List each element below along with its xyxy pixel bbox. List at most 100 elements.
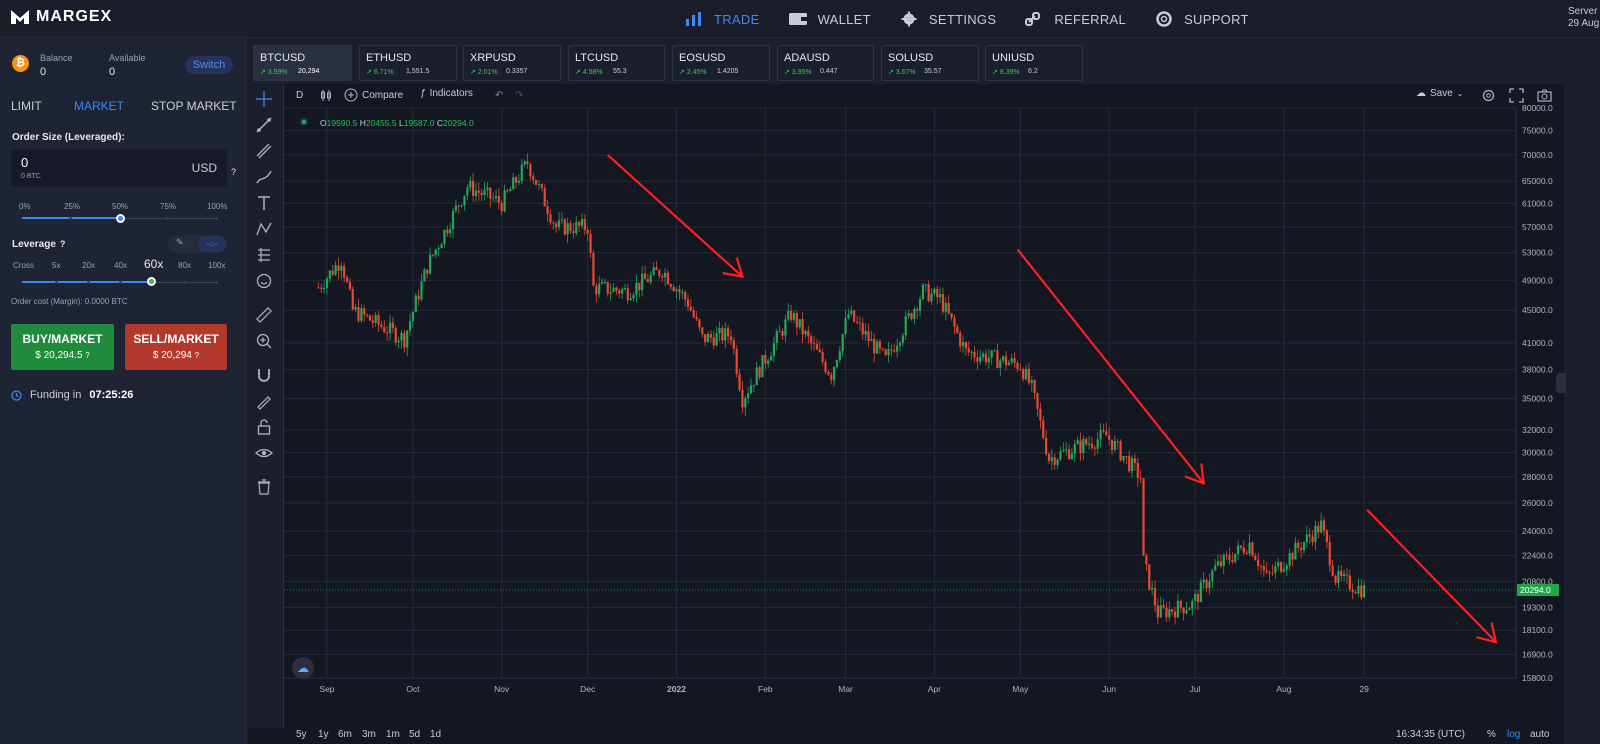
price-chart[interactable]: 80000.0 75000.0 70000.0 65000.0 61000.0 57000… — [248, 84, 1564, 726]
ticker-price: 35.57 — [924, 68, 942, 75]
order-size-unit: USD — [191, 161, 217, 175]
redo-icon[interactable]: ↷ — [515, 90, 524, 101]
candles-icon[interactable] — [320, 89, 332, 102]
candle-body — [1282, 569, 1286, 572]
nav-trade[interactable]: TRADE — [684, 11, 760, 27]
ticker-xrpusd[interactable]: XRPUSD ↗ 2.01% 0.3357 — [463, 45, 561, 81]
range-3m[interactable]: 3m — [362, 729, 376, 740]
candle-body — [446, 229, 449, 234]
range-5y[interactable]: 5y — [296, 729, 307, 740]
leverage-mark-80x: 80x — [178, 261, 191, 270]
fullscreen-icon[interactable] — [1509, 88, 1524, 103]
fib-retracement-icon[interactable] — [255, 142, 273, 160]
candle-body — [563, 219, 566, 235]
text-tool-icon[interactable] — [255, 194, 273, 212]
trend-line-icon[interactable] — [255, 116, 273, 134]
right-panel-handle[interactable] — [1556, 373, 1566, 393]
crosshair-icon[interactable] — [255, 90, 273, 108]
camera-icon[interactable] — [1537, 88, 1552, 103]
lock-pencil-icon[interactable] — [255, 392, 273, 410]
candle-body — [489, 187, 492, 199]
size-slider-tick — [166, 217, 169, 220]
candle-body — [589, 233, 592, 254]
ticker-btcusd[interactable]: BTCUSD ↗ 3.59% 20,294 — [253, 45, 352, 81]
buy-market-button[interactable]: BUY/MARKET $ 20,294.5 ? — [11, 324, 114, 370]
leverage-label: Leverage? — [12, 239, 65, 250]
candle-body — [735, 348, 738, 374]
sell-help-icon[interactable]: ? — [194, 351, 200, 360]
interval-button[interactable]: D — [296, 90, 304, 101]
prediction-icon[interactable] — [255, 246, 273, 264]
range-1d[interactable]: 1d — [430, 729, 442, 740]
tab-limit[interactable]: LIMIT — [11, 99, 42, 113]
range-1m[interactable]: 1m — [386, 729, 400, 740]
ticker-change-value: 6.71% — [373, 69, 394, 76]
lock-icon[interactable] — [255, 418, 273, 436]
nav-wallet[interactable]: WALLET — [788, 11, 871, 27]
candle-body — [641, 273, 644, 290]
x-tick-label: Feb — [758, 684, 773, 694]
range-1y[interactable]: 1y — [318, 729, 329, 740]
ticker-ltcusd[interactable]: LTCUSD ↗ 4.58% 55.3 — [568, 45, 665, 81]
eye-icon[interactable] — [255, 444, 273, 462]
auto-toggle[interactable]: auto — [1530, 729, 1550, 740]
save-button[interactable]: ☁ Save ⌄ — [1416, 88, 1464, 99]
ruler-icon[interactable] — [255, 306, 273, 324]
trash-icon[interactable] — [255, 478, 273, 496]
emoji-icon[interactable] — [255, 272, 273, 290]
nav-support[interactable]: SUPPORT — [1154, 11, 1249, 27]
margex-logo[interactable]: MARGEX — [10, 8, 112, 26]
order-size-input[interactable]: 0 0 BTC USD — [11, 149, 227, 187]
size-slider-knob[interactable] — [116, 214, 125, 223]
slider-mode-icon[interactable]: -○- — [198, 236, 226, 252]
funding-time: 07:25:26 — [89, 389, 134, 401]
sell-button-label: SELL/MARKET — [133, 332, 219, 346]
tradingview-logo[interactable]: ☁ — [292, 657, 314, 679]
magnet-icon[interactable] — [255, 366, 273, 384]
log-toggle[interactable]: log — [1507, 729, 1521, 740]
series-visibility-dot[interactable] — [300, 118, 308, 126]
chart-container: D Compare ƒ Indicators ↶ ↷ ☁ Save ⌄ 80000.0… — [248, 84, 1564, 744]
buy-help-icon[interactable]: ? — [85, 351, 90, 360]
leverage-mode-toggle[interactable]: ✎ -○- — [168, 235, 227, 253]
candle-body — [1105, 431, 1108, 436]
leverage-marks: Cross 5x 20x 40x 60x 80x 100x — [0, 257, 246, 275]
tab-stop-market[interactable]: STOP MARKET — [151, 99, 237, 113]
percent-toggle[interactable]: % — [1487, 729, 1496, 740]
ticker-eosusd[interactable]: EOSUSD ↗ 2.45% 1.4205 — [672, 45, 770, 81]
leverage-help-icon[interactable]: ? — [59, 239, 66, 249]
candle-body — [833, 367, 836, 381]
candle-body — [552, 222, 555, 224]
ticker-ethusd[interactable]: ETHUSD ↗ 6.71% 1,551.5 — [359, 45, 457, 81]
settings-gear-icon[interactable] — [1481, 88, 1496, 103]
nav-referral[interactable]: REFERRAL — [1024, 11, 1126, 27]
candle-body — [1148, 564, 1151, 590]
range-6m[interactable]: 6m — [338, 729, 352, 740]
sell-market-button[interactable]: SELL/MARKET $ 20,294 ? — [125, 324, 227, 370]
tab-market[interactable]: MARKET — [74, 99, 125, 113]
pattern-icon[interactable] — [255, 220, 273, 238]
candle-body — [798, 319, 801, 328]
range-5d[interactable]: 5d — [409, 729, 421, 740]
zoom-in-icon[interactable] — [255, 332, 273, 350]
compare-button[interactable]: Compare — [344, 88, 403, 102]
ticker-adausd[interactable]: ADAUSD ↗ 3.95% 0.447 — [777, 45, 874, 81]
candle-body — [1073, 444, 1076, 454]
ticker-uniusd[interactable]: UNIUSD ↗ 8.39% 6.2 — [985, 45, 1083, 81]
leverage-slider-knob[interactable] — [147, 277, 156, 286]
undo-icon[interactable]: ↶ — [495, 90, 504, 101]
ohlc-open: 19590.5 — [326, 118, 358, 128]
switch-button[interactable]: Switch — [185, 56, 233, 74]
order-size-help-icon[interactable]: ? — [231, 167, 237, 177]
ticker-solusd[interactable]: SOLUSD ↗ 3.67% 35.57 — [881, 45, 979, 81]
brush-icon[interactable] — [255, 168, 273, 186]
pencil-icon[interactable]: ✎ — [176, 237, 184, 247]
candle-body — [643, 273, 647, 280]
candle-body — [1259, 566, 1263, 568]
candle-body — [818, 349, 821, 353]
trend-arrow-head — [1184, 463, 1206, 485]
indicators-button[interactable]: ƒ Indicators — [420, 88, 473, 99]
candle-body — [678, 289, 681, 293]
y-tick-label: 18100.0 — [1522, 625, 1553, 635]
nav-settings[interactable]: SETTINGS — [899, 11, 996, 27]
